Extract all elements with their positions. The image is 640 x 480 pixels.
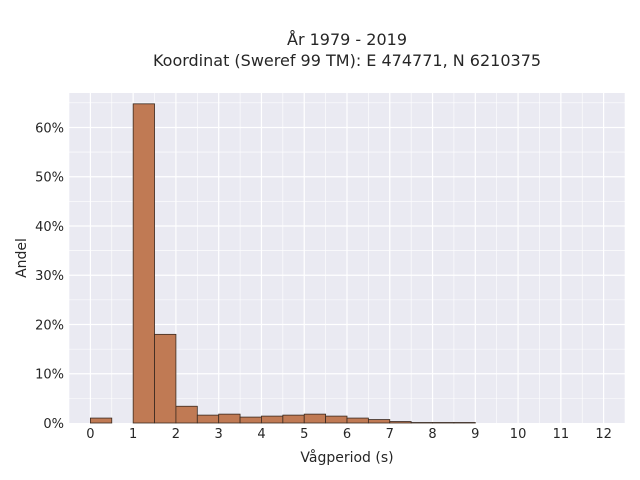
histogram-bar — [282, 414, 305, 424]
y-tick-label: 50% — [35, 171, 64, 186]
x-axis-label: Vågperiod (s) — [300, 449, 393, 466]
chart-title: År 1979 - 2019 — [287, 30, 407, 49]
y-tick-label: 10% — [35, 368, 64, 383]
y-tick-label: 40% — [35, 220, 64, 235]
y-tick-labels: 0% 10% 20% 30% 40% 50% 60% — [35, 121, 64, 432]
x-tick-label: 2 — [172, 427, 180, 442]
x-tick-label: 3 — [215, 427, 223, 442]
x-tick-label: 0 — [86, 427, 94, 442]
histogram-bar — [196, 414, 220, 424]
bars — [89, 103, 476, 424]
histogram-bar — [261, 415, 284, 424]
gridlines — [68, 93, 626, 423]
histogram-bar — [175, 405, 198, 424]
chart-subtitle: Koordinat (Sweref 99 TM): E 474771, N 62… — [153, 51, 541, 70]
histogram-bar — [367, 419, 391, 424]
x-tick-label: 12 — [595, 427, 612, 442]
y-tick-label: 30% — [35, 269, 64, 284]
histogram-bar — [389, 421, 412, 424]
histogram-bar — [218, 413, 241, 424]
x-tick-label: 11 — [553, 427, 570, 442]
x-tick-label: 5 — [300, 427, 308, 442]
y-tick-label: 60% — [35, 121, 64, 136]
histogram-bar — [346, 417, 369, 424]
histogram-bar — [154, 333, 177, 424]
x-tick-label: 9 — [471, 427, 479, 442]
x-tick-label: 10 — [510, 427, 527, 442]
y-axis-label: Andel — [14, 238, 30, 278]
y-tick-label: 0% — [43, 417, 64, 432]
x-tick-label: 7 — [386, 427, 394, 442]
y-tick-label: 20% — [35, 318, 64, 333]
x-tick-label: 4 — [257, 427, 265, 442]
histogram-bar — [89, 417, 113, 424]
histogram-bar — [325, 415, 348, 424]
histogram-bar — [239, 416, 262, 424]
histogram-bar — [132, 103, 155, 424]
histogram-bar — [303, 413, 327, 424]
x-tick-label: 1 — [129, 427, 137, 442]
x-tick-label: 8 — [428, 427, 436, 442]
x-tick-labels: 0 1 2 3 4 5 6 7 8 9 10 11 12 — [86, 427, 612, 442]
x-tick-label: 6 — [343, 427, 351, 442]
